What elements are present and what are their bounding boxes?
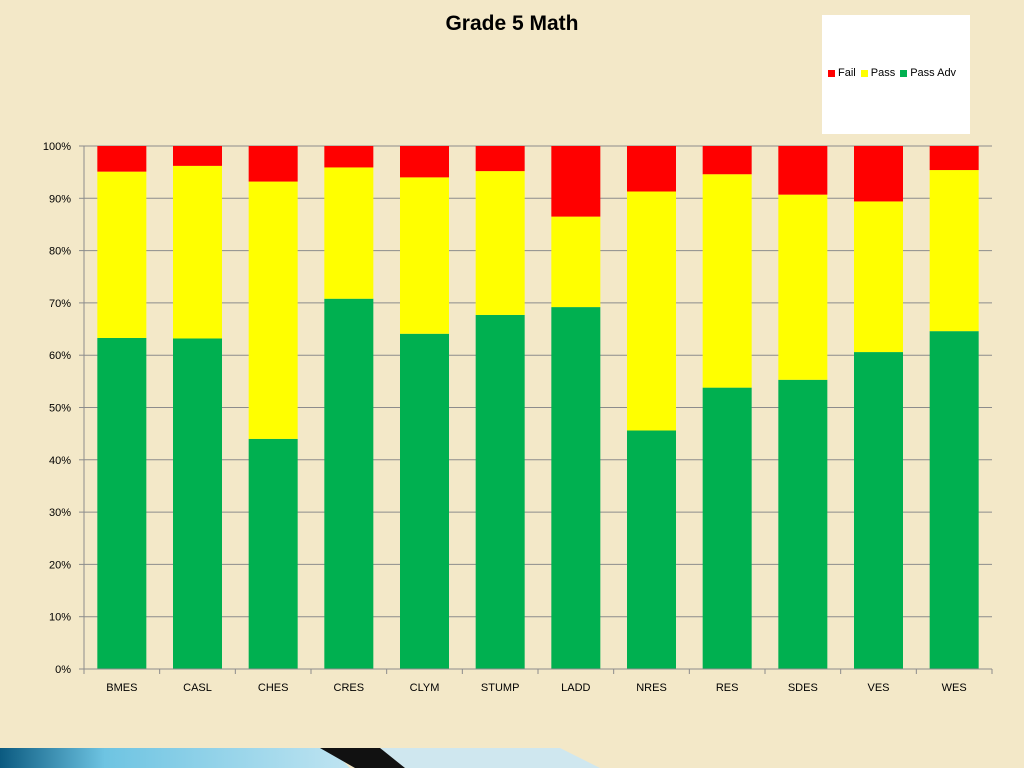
legend-entry: Fail (828, 67, 856, 79)
legend-swatch (900, 69, 908, 77)
bar-pass-ves (854, 201, 903, 353)
chart-title: Grade 5 Math (445, 12, 579, 35)
legend: Fail Pass Pass Adv (822, 15, 970, 134)
bar-pass-stump (475, 171, 525, 315)
bar-pass-adv-nres (627, 430, 676, 669)
y-tick-label: 0% (55, 664, 71, 676)
bar-fail-stump (475, 146, 525, 172)
bar-pass-bmes (97, 171, 147, 338)
bar-fail-clym (400, 146, 449, 178)
x-tick-label: WES (942, 682, 967, 694)
x-tick-label: STUMP (481, 682, 520, 694)
y-tick-label: 50% (49, 403, 71, 415)
bar-pass-casl (173, 165, 222, 339)
legend-swatch (828, 69, 835, 77)
bar-pass-adv-stump (475, 314, 525, 669)
bar-fail-ches (248, 146, 298, 182)
bar-pass-adv-ves (854, 352, 903, 669)
bar-pass-adv-cres (324, 298, 374, 669)
bar-pass-cres (324, 167, 374, 299)
legend-label: Fail (838, 67, 856, 79)
y-tick-label: 60% (49, 350, 71, 362)
legend-label: Pass (870, 67, 896, 79)
footer-decoration (0, 748, 600, 768)
bar-fail-ves (854, 146, 903, 202)
bar-fail-wes (929, 146, 979, 171)
bar-pass-ches (248, 181, 298, 439)
y-tick-label: 90% (49, 193, 71, 205)
x-tick-label: NRES (636, 682, 667, 694)
y-tick-label: 30% (49, 507, 71, 519)
bar-pass-adv-sdes (778, 379, 828, 669)
bar-fail-nres (627, 146, 676, 192)
y-tick-label: 80% (49, 246, 71, 258)
y-tick-label: 100% (43, 141, 71, 153)
bar-pass-wes (929, 170, 979, 332)
bar-fail-ladd (551, 146, 601, 217)
bar-pass-adv-ches (248, 438, 298, 669)
bar-fail-sdes (778, 146, 828, 195)
bar-pass-ladd (551, 216, 601, 308)
bar-fail-bmes (97, 146, 147, 172)
y-tick-label: 10% (49, 612, 71, 624)
bar-fail-res (702, 146, 752, 175)
bar-pass-sdes (778, 194, 828, 380)
x-tick-label: VES (867, 682, 889, 694)
bar-pass-adv-res (702, 387, 752, 669)
bar-pass-adv-bmes (97, 337, 147, 669)
x-tick-label: SDES (788, 682, 818, 694)
x-tick-label: BMES (106, 682, 137, 694)
x-tick-label: CASL (183, 682, 212, 694)
x-tick-label: CLYM (410, 682, 440, 694)
bar-pass-adv-casl (173, 338, 222, 669)
legend-swatch (860, 69, 868, 77)
x-tick-label: CRES (334, 682, 365, 694)
bar-pass-clym (400, 177, 449, 334)
legend-entry: Pass Adv (900, 67, 956, 79)
legend-items: Fail Pass Pass Adv (828, 67, 956, 79)
x-tick-label: LADD (561, 682, 590, 694)
x-tick-label: RES (716, 682, 739, 694)
bar-fail-cres (324, 146, 374, 168)
x-tick-label: CHES (258, 682, 289, 694)
bar-pass-adv-ladd (551, 307, 601, 669)
legend-entry: Pass (860, 67, 896, 79)
y-tick-label: 20% (49, 559, 71, 571)
bar-fail-casl (173, 146, 222, 166)
bar-pass-res (702, 174, 752, 388)
legend-label: Pass Adv (910, 67, 957, 79)
y-tick-label: 70% (49, 298, 71, 310)
bar-pass-adv-clym (400, 333, 449, 669)
bar-pass-nres (627, 191, 676, 431)
y-tick-label: 40% (49, 455, 71, 467)
bar-pass-adv-wes (929, 331, 979, 669)
